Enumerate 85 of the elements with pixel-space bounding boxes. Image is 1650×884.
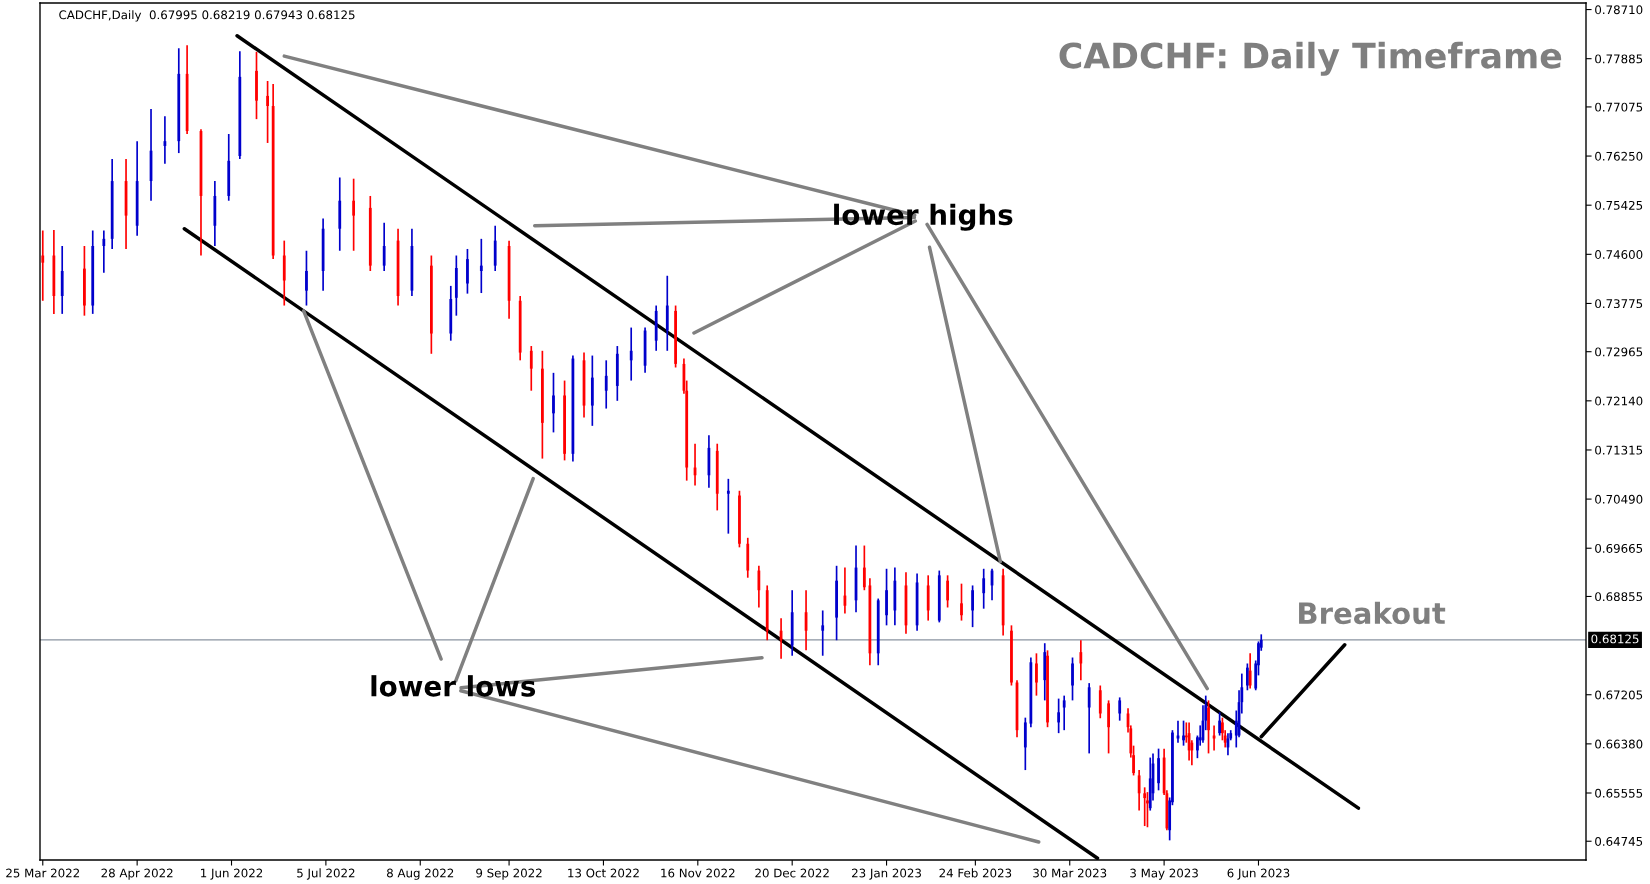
candlestick — [1137, 769, 1141, 812]
candlestick — [540, 349, 544, 460]
y-tick-label: 0.77075 — [1595, 102, 1643, 112]
candlestick — [971, 584, 974, 628]
y-tick-label: 0.75425 — [1595, 200, 1643, 210]
candlestick — [255, 51, 258, 120]
candlestick — [1010, 624, 1013, 687]
y-tick-label: 0.65555 — [1595, 788, 1643, 798]
candlestick — [960, 582, 963, 622]
candlestick — [1057, 697, 1061, 734]
candlestick — [266, 80, 269, 144]
candlestick — [1143, 786, 1147, 827]
x-tick-label: 1 Jun 2022 — [201, 868, 263, 880]
candlestick — [1207, 699, 1210, 755]
candlestick — [835, 564, 838, 642]
candlestick — [674, 304, 677, 369]
y-tick-label: 0.72965 — [1595, 347, 1643, 357]
y-tick-label: 0.64745 — [1595, 836, 1643, 846]
candlestick — [1071, 656, 1074, 702]
x-tick-label: 25 Mar 2022 — [6, 868, 80, 878]
candlestick — [629, 326, 633, 382]
x-tick-label: 20 Dec 2022 — [755, 868, 829, 878]
x-tick-label: 24 Feb 2023 — [939, 868, 1012, 878]
annotation: lower lows — [371, 675, 536, 697]
candlestick — [83, 245, 86, 317]
candlestick — [982, 567, 986, 610]
candlestick — [726, 478, 730, 535]
y-tick-label: 0.77885 — [1595, 54, 1643, 64]
y-tick-label: 0.72140 — [1595, 396, 1643, 406]
candlestick — [1245, 662, 1249, 692]
candlestick — [563, 379, 566, 462]
candlestick — [305, 249, 308, 307]
y-tick-label: 0.68855 — [1595, 592, 1643, 602]
candlestick — [552, 372, 555, 434]
x-tick-label: 16 Nov 2022 — [661, 868, 735, 878]
ref-line-label: 0.68125 — [1591, 634, 1639, 644]
candlestick — [862, 544, 866, 592]
text: CADCHF,Daily 0.67995 0.68219 0.67943 0.68125 — [59, 10, 355, 22]
candlestick — [1062, 694, 1066, 732]
candlestick — [1107, 699, 1110, 755]
candlestick — [1035, 652, 1038, 697]
candlestick — [352, 177, 356, 252]
candlestick — [41, 229, 45, 302]
x-tick-label: 13 Oct 2022 — [568, 868, 639, 878]
annotation: lower highs — [834, 203, 1013, 231]
candlestick — [885, 567, 888, 627]
candlestick — [1248, 652, 1252, 690]
candlestick — [466, 248, 469, 295]
x-tick-label: 6 Jun 2023 — [1227, 868, 1290, 880]
candlestick — [1087, 682, 1091, 755]
candlestick — [1146, 791, 1149, 829]
x-tick-label: 28 Apr 2022 — [101, 868, 173, 880]
candlestick — [946, 574, 949, 609]
candlestick — [382, 221, 386, 272]
candlestick — [479, 238, 483, 294]
x-tick-label: 5 Jul 2022 — [297, 868, 355, 880]
text: CADCHF: Daily Timeframe — [1059, 41, 1562, 76]
y-tick-label: 0.66380 — [1595, 739, 1643, 749]
y-tick-label: 0.74600 — [1595, 250, 1643, 259]
y-tick-label: 0.78710 — [1595, 5, 1643, 15]
x-tick-label: 9 Sep 2022 — [476, 868, 542, 880]
candlestick — [1218, 711, 1222, 737]
x-tick-label: 3 May 2023 — [1130, 868, 1198, 880]
candlestick — [1118, 696, 1122, 722]
candlestick — [821, 609, 825, 657]
x-tick-label: 23 Jan 2023 — [852, 868, 921, 880]
y-tick-label: 0.70490 — [1595, 494, 1643, 504]
x-tick-label: 30 Mar 2023 — [1033, 868, 1107, 878]
x-tick-label: 8 Aug 2022 — [387, 868, 454, 880]
y-tick-label: 0.73775 — [1595, 299, 1643, 309]
candlestick — [1079, 639, 1083, 681]
y-tick-label: 0.71315 — [1595, 445, 1643, 455]
candlestick — [1046, 649, 1049, 729]
candlestick — [738, 489, 741, 549]
y-tick-label: 0.69665 — [1595, 543, 1643, 553]
annotation: Breakout — [1299, 601, 1446, 625]
candlestick — [757, 564, 761, 609]
candlestick — [102, 229, 106, 274]
candlestick — [529, 345, 533, 392]
y-tick-label: 0.67205 — [1595, 690, 1643, 700]
candlestick — [604, 359, 608, 410]
candlestick — [1098, 684, 1102, 720]
y-tick-label: 0.76250 — [1595, 151, 1643, 161]
candlestick — [1182, 719, 1185, 747]
candlestick — [1157, 747, 1160, 792]
